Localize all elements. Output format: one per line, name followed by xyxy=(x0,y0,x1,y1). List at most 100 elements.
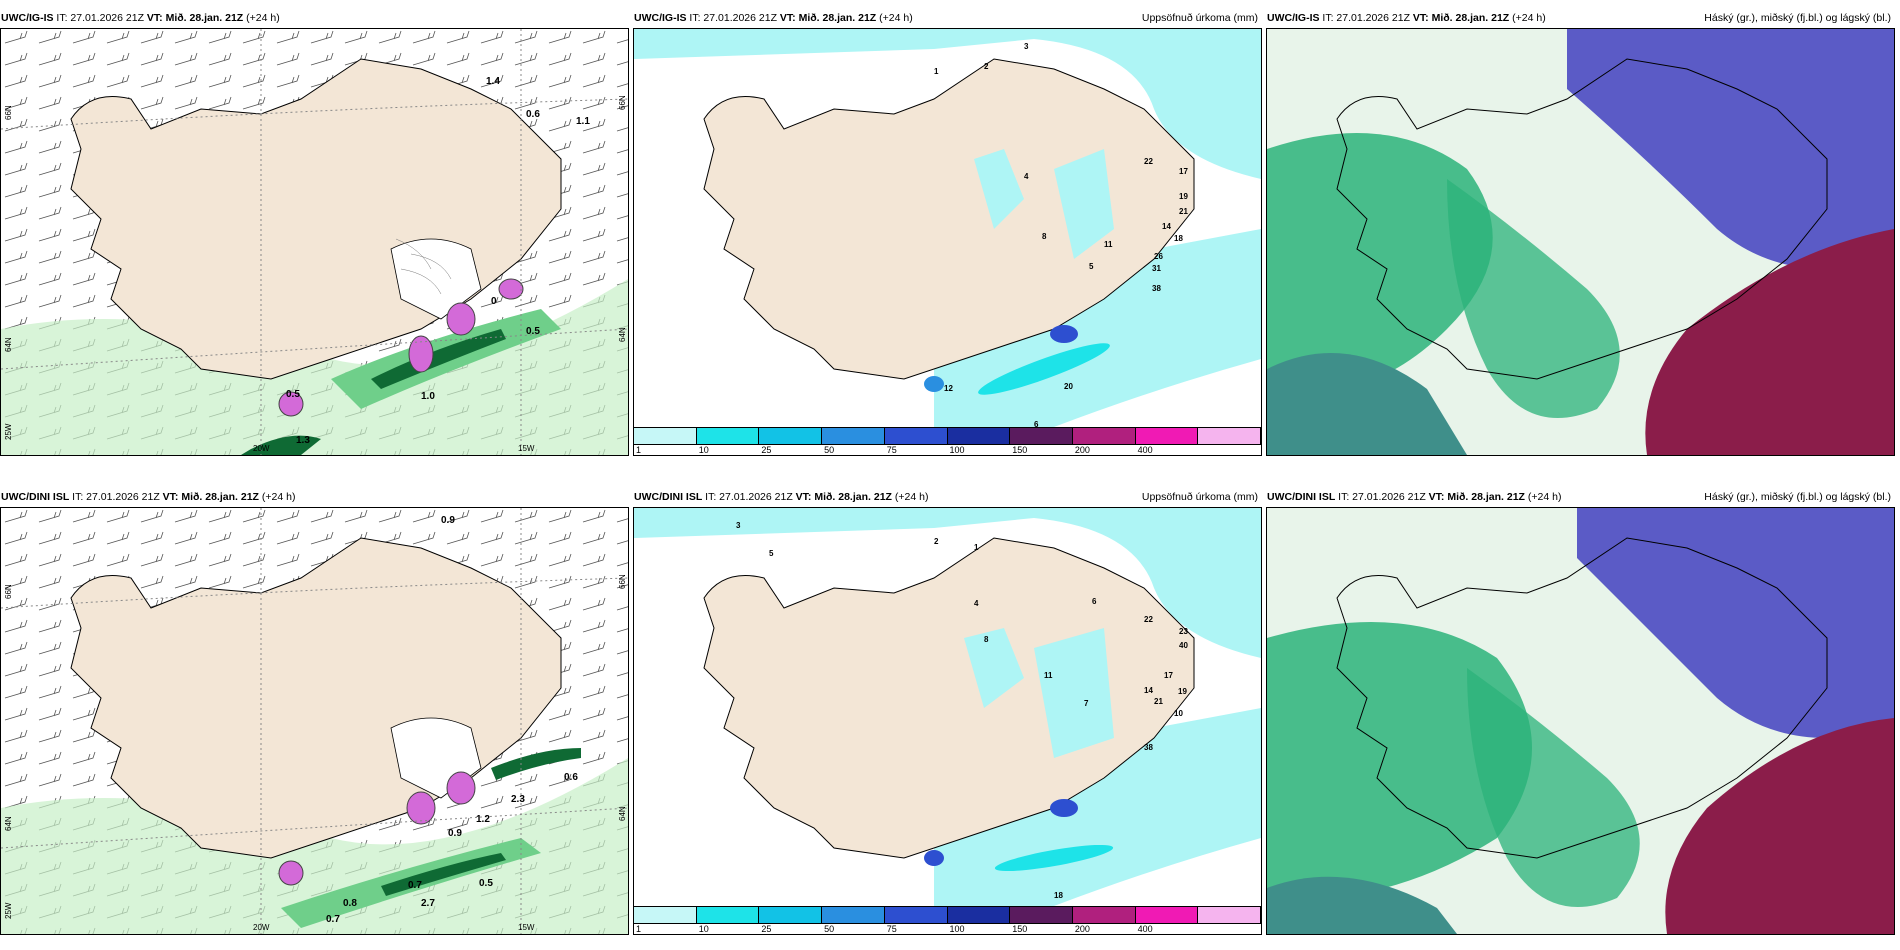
wind-map-canvas: 0.9 0.6 2.3 0.9 0.7 0.5 0.8 0.7 1.2 2.7 xyxy=(1,508,628,934)
wind-value-label: 0.5 xyxy=(479,878,493,889)
panel-clouds-row2: UWC/DINI ISL IT: 27.01.2026 21Z VT: Mið.… xyxy=(1266,487,1895,935)
colorbar-cell xyxy=(759,428,823,444)
colorbar-tick: 10 xyxy=(698,924,709,934)
cloud-low xyxy=(1665,718,1894,934)
panel-wind-row2: UWC/DINI ISL IT: 27.01.2026 21Z VT: Mið.… xyxy=(0,487,629,935)
colorbar-cell xyxy=(1072,428,1136,444)
precip-value-label: 18 xyxy=(1174,234,1183,243)
cloud-map-canvas xyxy=(1267,508,1894,934)
wind-value-label: 0.5 xyxy=(286,389,300,400)
precip-value-label: 11 xyxy=(1104,240,1113,249)
precip-map-canvas: 1 2 3 4 5 6 8 11 14 17 19 21 22 23 38 40… xyxy=(634,508,1261,906)
iceland-coastline xyxy=(1336,58,1828,380)
panel-precip-row1: UWC/IG-IS IT: 27.01.2026 21Z VT: Mið. 28… xyxy=(633,8,1262,456)
precip-value-label: 38 xyxy=(1152,284,1161,293)
wind-value-label: 0.7 xyxy=(326,914,340,925)
lat-lines xyxy=(1,577,628,849)
colorbar-tick: 25 xyxy=(761,445,772,455)
precip-value-label: 5 xyxy=(1089,262,1094,271)
wind-value-label: 2.3 xyxy=(511,794,525,805)
wind-value-label: 0.5 xyxy=(526,326,540,337)
axis-label: 64N xyxy=(618,327,627,342)
colorbar-tick: 150 xyxy=(1012,924,1028,934)
colorbar-tick: 100 xyxy=(949,924,965,934)
colorbar-ticks: 1 10 25 50 75 100 150 200 400 xyxy=(634,924,1261,934)
axis-label: 66N xyxy=(4,584,13,599)
precip-value-label: 26 xyxy=(1154,252,1163,261)
colorbar-cell xyxy=(822,907,885,923)
panel-title: UWC/DINI ISL IT: 27.01.2026 21Z VT: Mið.… xyxy=(634,491,1258,503)
wind-map-canvas: 1.4 0.6 1.1 0.5 1.0 1.3 0.5 0 xyxy=(1,29,628,455)
axis-label: 15W xyxy=(518,444,535,453)
precip-value-label: 7 xyxy=(1084,699,1089,708)
colorbar-cell xyxy=(822,428,885,444)
cloud-high xyxy=(1267,133,1493,393)
precip-value-label: 4 xyxy=(974,599,979,608)
precip-value-label: 8 xyxy=(984,635,989,644)
wind-shading-dark xyxy=(381,853,506,896)
axis-label: 66N xyxy=(618,95,627,110)
colorbar-cell xyxy=(1198,428,1261,444)
precip-value-label: 21 xyxy=(1179,207,1188,216)
precip-band xyxy=(994,844,1114,872)
colorbar-cell xyxy=(696,907,760,923)
precip-contour xyxy=(446,771,476,805)
colorbar-tick: 50 xyxy=(824,924,835,934)
colorbar-cells xyxy=(634,906,1261,924)
precip-shading xyxy=(964,628,1114,758)
lon-lines xyxy=(260,29,522,455)
panel-title: UWC/IG-IS IT: 27.01.2026 21Z VT: Mið. 28… xyxy=(1,12,280,24)
precip-core xyxy=(1050,325,1078,343)
precip-value-label: 2 xyxy=(984,62,989,71)
colorbar-tick: 50 xyxy=(824,445,835,455)
precip-value-label: 3 xyxy=(736,521,741,530)
precip-value-label: 14 xyxy=(1162,222,1171,231)
precip-shading xyxy=(634,508,1261,658)
precip-value-label: 8 xyxy=(1042,232,1047,241)
cloud-high xyxy=(1267,622,1532,900)
panel-precip-row2: UWC/DINI ISL IT: 27.01.2026 21Z VT: Mið.… xyxy=(633,487,1262,935)
panel-wind-row1: UWC/IG-IS IT: 27.01.2026 21Z VT: Mið. 28… xyxy=(0,8,629,456)
wind-value-label: 2.7 xyxy=(421,898,435,909)
precip-value-label: 6 xyxy=(1092,597,1097,606)
colorbar-ticks: 1 10 25 50 75 100 150 200 400 xyxy=(634,445,1261,455)
precip-value-label: 1 xyxy=(934,67,939,76)
precip-value-label: 3 xyxy=(1024,42,1029,51)
wind-shading-dark xyxy=(371,329,506,389)
precip-map-canvas: 1 2 3 4 22 17 19 21 14 18 26 31 38 20 8 … xyxy=(634,29,1261,427)
precip-contour xyxy=(408,335,434,373)
cloud-map-canvas xyxy=(1267,29,1894,455)
colorbar-cell xyxy=(1072,907,1136,923)
precip-contour xyxy=(278,860,304,886)
precip-value-label: 22 xyxy=(1144,615,1153,624)
precip-value-labels: 1 2 3 4 5 6 8 11 14 17 19 21 22 23 38 40… xyxy=(736,521,1188,900)
cloud-high xyxy=(1447,179,1620,418)
precip-map: 1 2 3 4 5 6 8 11 14 17 19 21 22 23 38 40… xyxy=(633,507,1262,935)
precip-value-label: 1 xyxy=(974,543,979,552)
precip-value-label: 17 xyxy=(1179,167,1188,176)
axis-label: 64N xyxy=(618,806,627,821)
precip-value-label: 10 xyxy=(1174,709,1183,718)
precip-value-label: 20 xyxy=(1064,382,1073,391)
colorbar: 1 10 25 50 75 100 150 200 400 xyxy=(634,906,1261,934)
cloud-low xyxy=(1645,229,1894,455)
precip-shading xyxy=(974,149,1114,259)
precip-contour xyxy=(446,302,476,336)
precip-contour xyxy=(406,791,436,825)
axis-label: 64N xyxy=(4,816,13,831)
precip-value-labels: 1 2 3 4 22 17 19 21 14 18 26 31 38 20 8 … xyxy=(934,42,1188,427)
colorbar-cell xyxy=(634,907,697,923)
cloud-mid xyxy=(1567,29,1894,269)
precip-core xyxy=(924,376,944,392)
axis-label: 25W xyxy=(4,902,13,919)
precip-value-label: 19 xyxy=(1178,687,1187,696)
colorbar-tick: 100 xyxy=(949,445,965,455)
colorbar-tick: 1 xyxy=(636,445,642,455)
precip-map: 1 2 3 4 22 17 19 21 14 18 26 31 38 20 8 … xyxy=(633,28,1262,456)
colorbar-tick: 75 xyxy=(886,924,897,934)
wind-value-label: 0 xyxy=(491,296,497,307)
colorbar-cell xyxy=(759,907,823,923)
colorbar-tick: 200 xyxy=(1074,924,1090,934)
colorbar-cell xyxy=(1010,428,1073,444)
precip-value-label: 21 xyxy=(1154,697,1163,706)
